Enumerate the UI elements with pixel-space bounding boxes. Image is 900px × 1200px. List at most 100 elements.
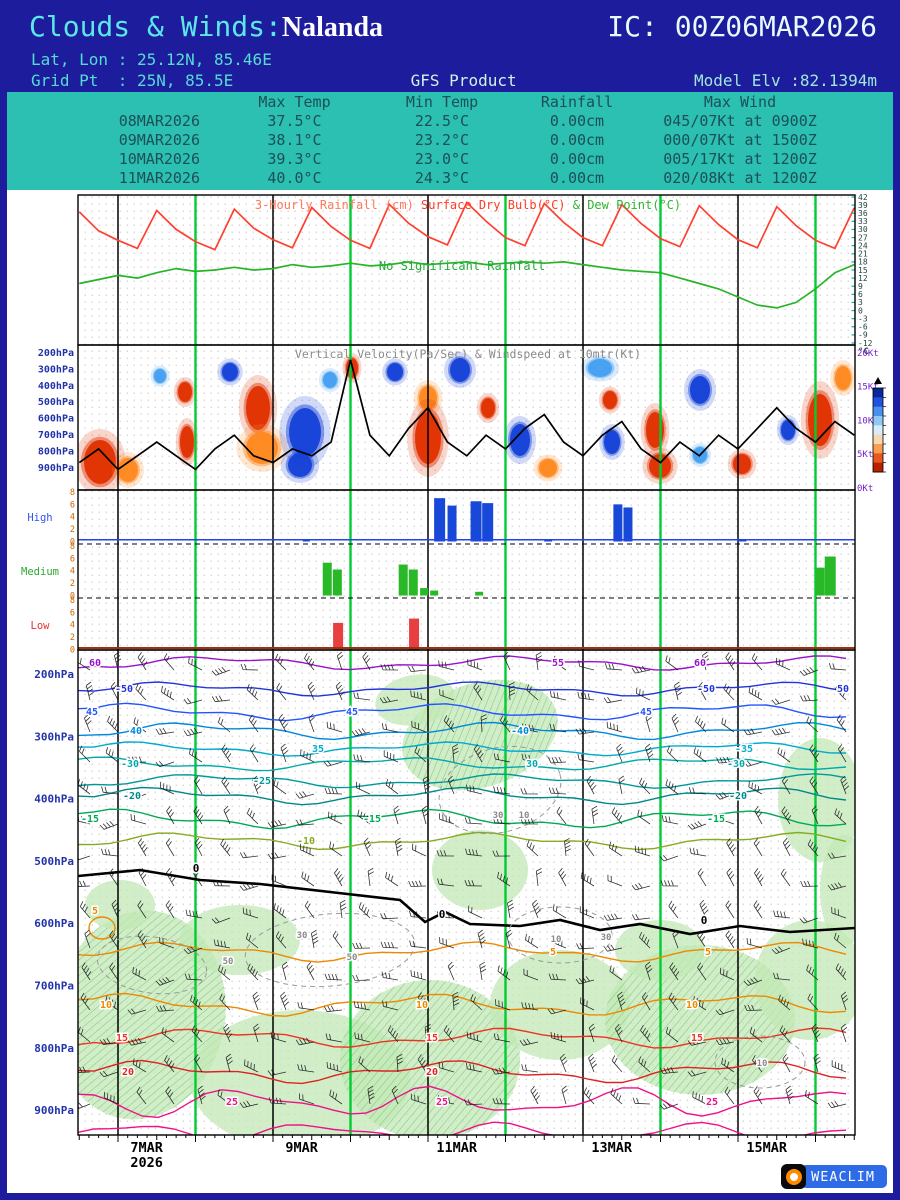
svg-text:400hPa: 400hPa (38, 381, 74, 392)
svg-text:0: 0 (70, 592, 75, 602)
date-label: 11MAR (436, 1140, 478, 1156)
svg-text:10: 10 (416, 1000, 428, 1011)
forecast-cell: 11MAR2026 (118, 169, 200, 187)
svg-text:900hPa: 900hPa (38, 463, 74, 474)
svg-text:30: 30 (297, 931, 308, 941)
product-name: GFS Product (410, 71, 517, 90)
forecast-row: 08MAR2026 37.5°C 22.5°C 0.00cm 045/07Kt at 0… (7, 112, 893, 131)
cloud-bar (470, 501, 482, 542)
date-label: 15MAR (746, 1140, 788, 1156)
cloud-bar (475, 591, 484, 596)
svg-text:5: 5 (705, 947, 711, 958)
svg-text:400hPa: 400hPa (34, 793, 74, 806)
svg-text:0: 0 (70, 646, 75, 656)
svg-text:10: 10 (100, 1000, 112, 1011)
svg-text:2: 2 (70, 633, 75, 643)
forecast-header-cell: Max Temp (258, 93, 331, 111)
svg-text:45: 45 (346, 707, 358, 718)
cloud-bar (332, 569, 342, 596)
model-elevation: Model Elv :82.1394m (693, 71, 877, 90)
forecast-cell: 005/17Kt at 1200Z (663, 150, 817, 168)
svg-text:60: 60 (89, 658, 101, 669)
forecast-row: 10MAR2026 39.3°C 23.0°C 0.00cm 005/17Kt at 1… (7, 150, 893, 169)
svg-text:50: 50 (837, 684, 849, 695)
cloud-bar (623, 507, 633, 542)
svg-text:10: 10 (686, 1000, 698, 1011)
cloud-bar (434, 498, 446, 542)
svg-text:8: 8 (70, 596, 75, 606)
svg-text:-10: -10 (297, 836, 315, 847)
svg-text:30: 30 (858, 225, 868, 234)
svg-text:4: 4 (70, 621, 75, 631)
date-label: 7MAR (130, 1140, 163, 1156)
svg-text:30: 30 (526, 759, 538, 770)
forecast-cell: 40.0°C (267, 169, 322, 187)
svg-text:42: 42 (858, 193, 868, 202)
svg-text:15: 15 (116, 1033, 128, 1044)
forecast-header-cell (7, 93, 222, 112)
cloud-group-label: Medium (21, 566, 59, 578)
svg-text:-30: -30 (121, 759, 139, 770)
svg-text:20Kt: 20Kt (857, 349, 879, 359)
svg-text:200hPa: 200hPa (34, 668, 74, 681)
svg-text:12: 12 (858, 274, 868, 283)
station-name: Nalanda (281, 12, 384, 43)
cloud-group-label: Low (31, 620, 51, 632)
title-prefix: Clouds & Winds: (29, 10, 282, 43)
forecast-cell: 0.00cm (549, 169, 605, 187)
svg-text:21: 21 (858, 250, 868, 259)
svg-text:10: 10 (519, 811, 530, 821)
cloud-bar (302, 539, 310, 542)
cloud-bar (824, 556, 836, 596)
forecast-cell: 020/08Kt at 1200Z (663, 169, 817, 187)
svg-text:50: 50 (347, 953, 358, 963)
forecast-header-row: Max Temp Min Temp Rainfall Max Wind (7, 93, 893, 112)
cloud-bar (430, 590, 439, 596)
svg-text:36: 36 (858, 209, 868, 218)
svg-text:15: 15 (426, 1033, 438, 1044)
svg-text:8: 8 (70, 488, 75, 498)
svg-text:0: 0 (858, 306, 863, 315)
forecast-cell: 045/07Kt at 0900Z (663, 112, 817, 130)
init-condition: IC: 00Z06MAR2026 (607, 10, 877, 43)
svg-text:200hPa: 200hPa (38, 348, 74, 359)
no-rainfall-annotation: No Significant Rainfall (379, 259, 545, 273)
year-label: 2026 (130, 1155, 163, 1171)
svg-text:5: 5 (92, 906, 98, 917)
svg-text:15Kt: 15Kt (857, 383, 879, 393)
svg-text:4: 4 (70, 513, 75, 523)
cloud-bar (482, 503, 494, 542)
contour-lines (78, 655, 855, 1135)
weaclim-label: WEACLIM (801, 1165, 887, 1188)
svg-text:55: 55 (552, 658, 564, 669)
forecast-cell: 08MAR2026 (118, 112, 200, 130)
cloud-bar (420, 588, 429, 596)
svg-text:20: 20 (426, 1067, 438, 1078)
svg-text:-20: -20 (729, 791, 747, 802)
svg-text:-12: -12 (858, 339, 873, 348)
weaclim-logo: WEACLIM (781, 1164, 887, 1189)
svg-text:-30: -30 (727, 759, 745, 770)
svg-text:900hPa: 900hPa (34, 1104, 74, 1117)
svg-text:-15: -15 (363, 814, 381, 825)
forecast-cell: 37.5°C (267, 112, 322, 130)
forecast-cell: 0.00cm (549, 112, 605, 130)
svg-text:700hPa: 700hPa (34, 980, 74, 993)
svg-text:-25: -25 (253, 776, 271, 787)
svg-text:-35: -35 (735, 744, 753, 755)
date-label: 13MAR (591, 1140, 633, 1156)
svg-text:800hPa: 800hPa (38, 446, 74, 457)
svg-text:20: 20 (122, 1067, 134, 1078)
svg-text:50: 50 (223, 957, 234, 967)
svg-text:700hPa: 700hPa (38, 430, 74, 441)
svg-text:45: 45 (640, 707, 652, 718)
svg-text:6: 6 (70, 554, 75, 564)
forecast-cell: 38.1°C (267, 131, 322, 149)
cloud-bar (409, 618, 420, 650)
svg-text:6: 6 (70, 500, 75, 510)
svg-text:45: 45 (86, 707, 98, 718)
svg-text:8: 8 (70, 542, 75, 552)
svg-text:500hPa: 500hPa (34, 855, 74, 868)
svg-text:-9: -9 (858, 331, 868, 340)
